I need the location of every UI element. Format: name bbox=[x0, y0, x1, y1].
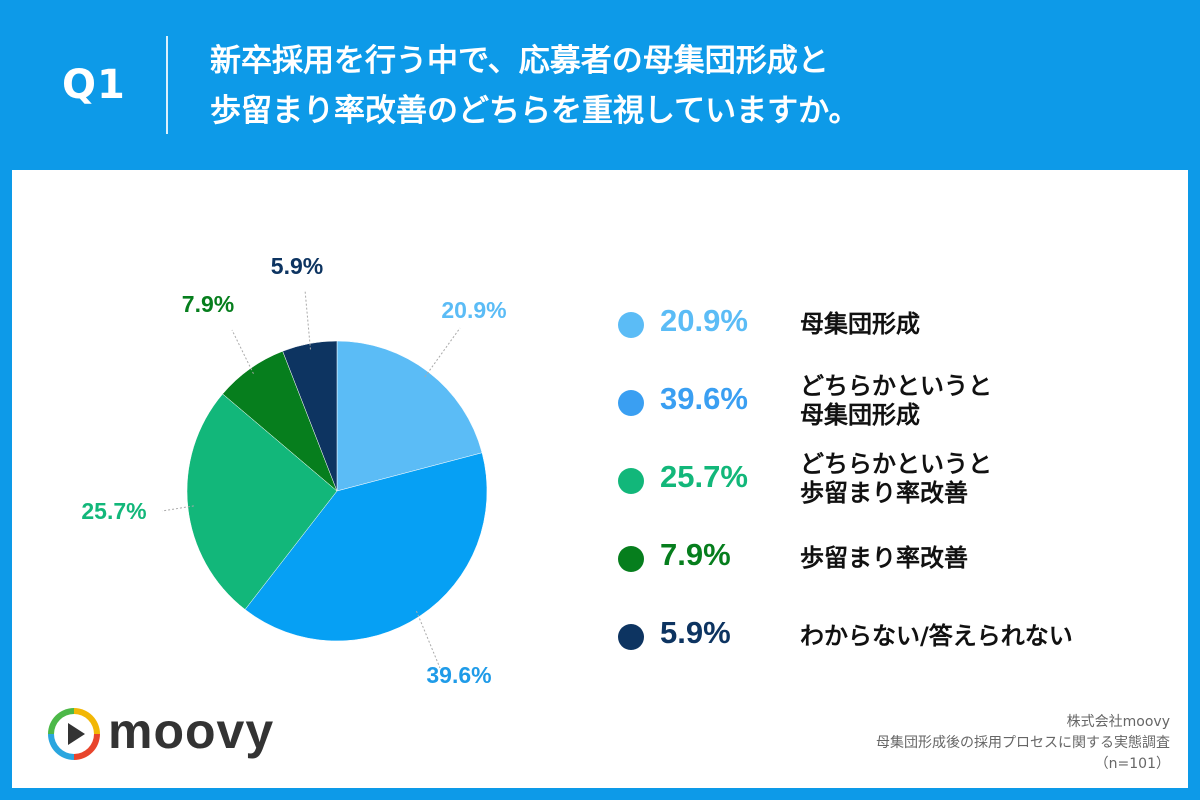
legend-item-boshudan: 20.9% 母集団形成 bbox=[618, 300, 1178, 378]
pie-slice-dochira-boshudan bbox=[244, 452, 488, 642]
legend-percent: 20.9% bbox=[660, 303, 748, 338]
legend-percent: 5.9% bbox=[660, 615, 731, 650]
question-title: 新卒採用を行う中で、応募者の母集団形成と 歩留まり率改善のどちらを重視しています… bbox=[210, 36, 859, 136]
legend-swatch-icon bbox=[618, 546, 644, 572]
data-label-dochira-boshudan: 39.6% bbox=[426, 662, 491, 688]
legend-item-dochira-boshudan: 39.6% どちらかというと 母集団形成 bbox=[618, 372, 1178, 456]
leader-line-boshudan bbox=[424, 327, 461, 378]
question-number: Q1 bbox=[62, 62, 126, 108]
play-icon bbox=[68, 723, 85, 745]
legend: 20.9% 母集団形成 39.6% どちらかというと 母集団形成 25.7% どちらかとい… bbox=[618, 300, 1178, 690]
play-circle-icon bbox=[48, 708, 100, 760]
legend-percent: 25.7% bbox=[660, 459, 748, 494]
source-note: 株式会社moovy 母集団形成後の採用プロセスに関する実態調査 （n=101） bbox=[876, 712, 1170, 775]
question-title-line-2: 歩留まり率改善のどちらを重視していますか。 bbox=[210, 93, 860, 129]
legend-label: わからない/答えられない bbox=[800, 622, 1073, 650]
legend-label: 歩留まり率改善 bbox=[800, 544, 968, 572]
legend-item-dochira-budomari: 25.7% どちらかというと 歩留まり率改善 bbox=[618, 450, 1178, 534]
legend-item-budomari: 7.9% 歩留まり率改善 bbox=[618, 534, 1178, 612]
logo-text: moovy bbox=[108, 703, 275, 759]
legend-label: 母集団形成 bbox=[800, 310, 920, 338]
legend-swatch-icon bbox=[618, 390, 644, 416]
legend-swatch-icon bbox=[618, 312, 644, 338]
source-survey: 母集団形成後の採用プロセスに関する実態調査 bbox=[876, 735, 1170, 751]
question-title-line-1: 新卒採用を行う中で、応募者の母集団形成と bbox=[210, 43, 829, 79]
legend-swatch-icon bbox=[618, 624, 644, 650]
legend-swatch-icon bbox=[618, 468, 644, 494]
legend-percent: 39.6% bbox=[660, 381, 748, 416]
leader-line-dochira-boshudan bbox=[415, 610, 441, 669]
legend-item-wakaranai: 5.9% わからない/答えられない bbox=[618, 612, 1178, 690]
leader-line-dochira-budomari bbox=[161, 505, 194, 512]
pie-slice-wakaranai bbox=[282, 340, 338, 492]
header: Q1 新卒採用を行う中で、応募者の母集団形成と 歩留まり率改善のどちらを重視して… bbox=[0, 0, 1200, 170]
source-company: 株式会社moovy bbox=[1066, 714, 1170, 730]
legend-label: どちらかというと 母集団形成 bbox=[800, 372, 992, 429]
header-divider bbox=[166, 36, 168, 134]
legend-percent: 7.9% bbox=[660, 537, 731, 572]
source-sample-size: （n=101） bbox=[1094, 756, 1170, 772]
leader-line-budomari bbox=[231, 329, 254, 374]
legend-label: どちらかというと 歩留まり率改善 bbox=[800, 450, 992, 507]
data-label-boshudan: 20.9% bbox=[441, 297, 506, 323]
data-label-budomari: 7.9% bbox=[182, 291, 234, 317]
data-label-wakaranai: 5.9% bbox=[271, 253, 323, 279]
leader-line-wakaranai bbox=[304, 289, 311, 350]
data-label-dochira-budomari: 25.7% bbox=[81, 498, 146, 524]
